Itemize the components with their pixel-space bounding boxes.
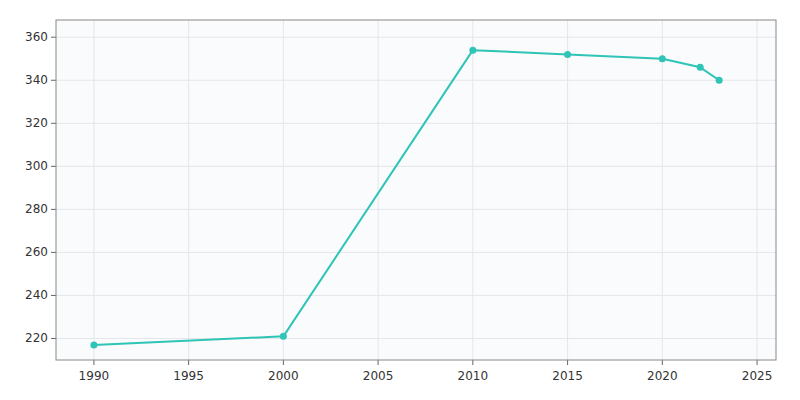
chart: 220 240 260 280 300 320 340 360 1990 1995 2000 2005… — [0, 0, 800, 400]
tick-label: 360 — [25, 30, 48, 44]
tick-label: 2025 — [742, 369, 773, 383]
tick-mark — [51, 166, 56, 167]
tick-label: 340 — [25, 73, 48, 87]
grid-line — [378, 20, 379, 360]
grid-line — [56, 209, 776, 210]
grid-line — [188, 20, 189, 360]
tick-label: 2000 — [268, 369, 299, 383]
grid-line — [56, 338, 776, 339]
tick-label: 240 — [25, 288, 48, 302]
plot-background — [56, 20, 776, 360]
grid-line — [283, 20, 284, 360]
plot-frame — [56, 20, 776, 360]
tick-mark — [757, 360, 758, 365]
grid-line — [56, 166, 776, 167]
grid-line — [56, 80, 776, 81]
chart-container: 220 240 260 280 300 320 340 360 1990 1995 2000 2005… — [0, 0, 800, 400]
tick-label: 260 — [25, 245, 48, 259]
tick-label: 1990 — [79, 369, 110, 383]
tick-mark — [51, 338, 56, 339]
tick-label: 2005 — [363, 369, 394, 383]
tick-label: 2020 — [647, 369, 678, 383]
tick-mark — [567, 360, 568, 365]
tick-mark — [51, 80, 56, 81]
point — [280, 333, 287, 340]
axes: 220 240 260 280 300 320 340 360 1990 1995 2000 2005… — [25, 30, 772, 383]
line — [94, 50, 719, 345]
grid-line — [56, 252, 776, 253]
tick-mark — [188, 360, 189, 365]
point — [469, 47, 476, 54]
tick-label: 2015 — [552, 369, 583, 383]
grid-line — [93, 20, 94, 360]
tick-mark — [93, 360, 94, 365]
tick-label: 1995 — [173, 369, 204, 383]
tick-mark — [662, 360, 663, 365]
tick-label: 320 — [25, 116, 48, 130]
grid-line — [56, 295, 776, 296]
point — [564, 51, 571, 58]
tick-mark — [51, 209, 56, 210]
grid-line — [472, 20, 473, 360]
tick-mark — [51, 123, 56, 124]
tick-label: 300 — [25, 159, 48, 173]
point — [90, 341, 97, 348]
series — [90, 47, 722, 349]
tick-label: 2010 — [458, 369, 489, 383]
grid-line — [56, 123, 776, 124]
grid-line — [757, 20, 758, 360]
grid-line — [662, 20, 663, 360]
tick-mark — [51, 252, 56, 253]
tick-mark — [51, 295, 56, 296]
tick-mark — [283, 360, 284, 365]
grid-line — [567, 20, 568, 360]
tick-label: 220 — [25, 331, 48, 345]
grid-line — [56, 37, 776, 38]
grid — [56, 20, 776, 360]
tick-mark — [51, 37, 56, 38]
tick-label: 280 — [25, 202, 48, 216]
point — [697, 64, 704, 71]
tick-mark — [472, 360, 473, 365]
point — [659, 55, 666, 62]
tick-mark — [378, 360, 379, 365]
point — [716, 77, 723, 84]
